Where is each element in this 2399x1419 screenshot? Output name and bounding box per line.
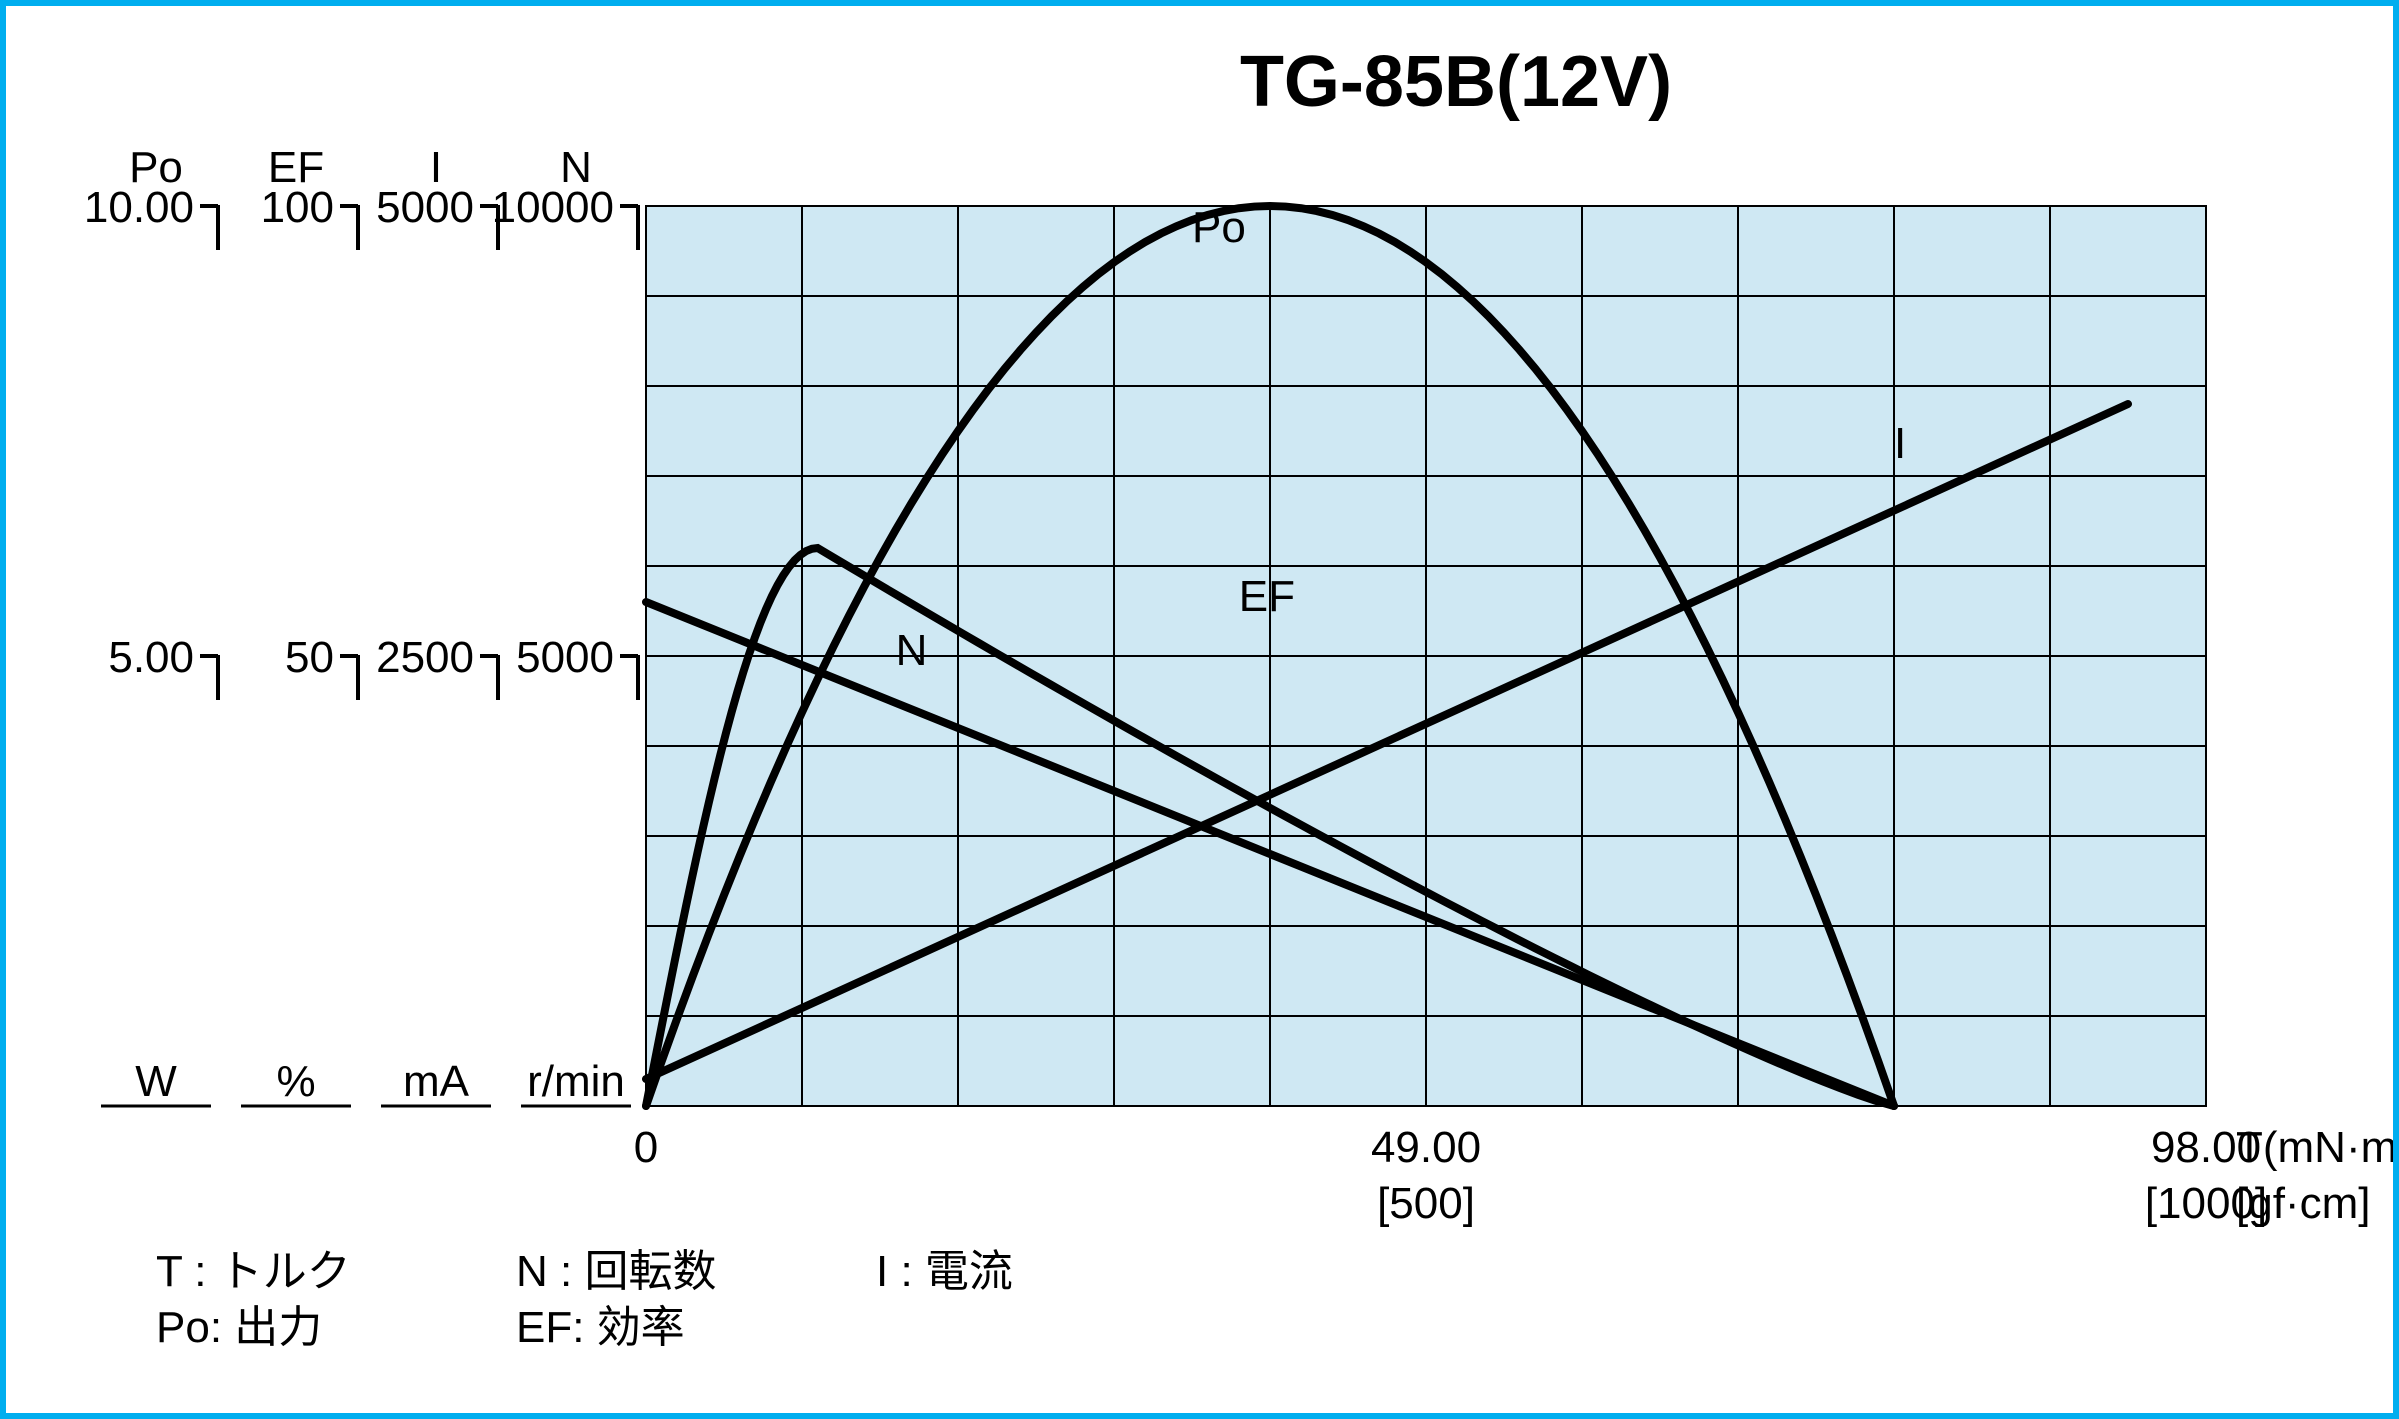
x-axis-title-bottom: [gf·cm] (2236, 1179, 2370, 1228)
y-axis-unit-I: mA (403, 1057, 470, 1106)
y-axis-unit-Po: W (135, 1057, 177, 1106)
chart-svg: TG-85B(12V) Po W 5.00 10.00 EF% 50 100 ImA 2500 50… (6, 6, 2393, 1413)
legend-T: T : トルク (156, 1247, 351, 1296)
y-tick-N: 5000 (516, 633, 614, 682)
y-tick-I: 5000 (376, 183, 474, 232)
series-label-N: N (896, 626, 928, 675)
y-tick-Po: 10.00 (84, 183, 194, 232)
legend-N: N : 回転数 (516, 1247, 716, 1296)
y-tick-EF: 100 (261, 183, 334, 232)
x-axis-title-top: T(mN·m) (2236, 1123, 2393, 1172)
chart-title: TG-85B(12V) (1240, 42, 1672, 122)
series-label-EF: EF (1239, 572, 1295, 621)
y-axes: PoW5.0010.00EF%50100ImA25005000Nr/min500… (84, 143, 638, 1106)
y-tick-N: 10000 (492, 183, 614, 232)
x-tick-top: 49.00 (1371, 1123, 1481, 1172)
legend-Po: Po: 出力 (156, 1303, 322, 1352)
y-tick-Po: 5.00 (108, 633, 194, 682)
chart-container: TG-85B(12V) Po W 5.00 10.00 EF% 50 100 ImA 2500 50… (0, 0, 2399, 1419)
y-axis-unit-EF: % (276, 1057, 315, 1106)
x-tick-bottom: [500] (1377, 1179, 1475, 1228)
legend-I: I : 電流 (876, 1247, 1013, 1296)
x-tick-top: 0 (634, 1123, 658, 1172)
legend: T : トルク N : 回転数 I : 電流 Po: 出力 EF: 効率 (156, 1247, 1013, 1352)
y-tick-EF: 50 (285, 633, 334, 682)
y-tick-I: 2500 (376, 633, 474, 682)
series-label-Po: Po (1192, 203, 1246, 252)
x-axis: 049.00[500]98.00[1000]T(mN·m)[gf·cm] (634, 1123, 2393, 1228)
y-axis-unit-N: r/min (527, 1057, 625, 1106)
series-label-I: I (1894, 419, 1906, 468)
legend-EF: EF: 効率 (516, 1303, 685, 1352)
